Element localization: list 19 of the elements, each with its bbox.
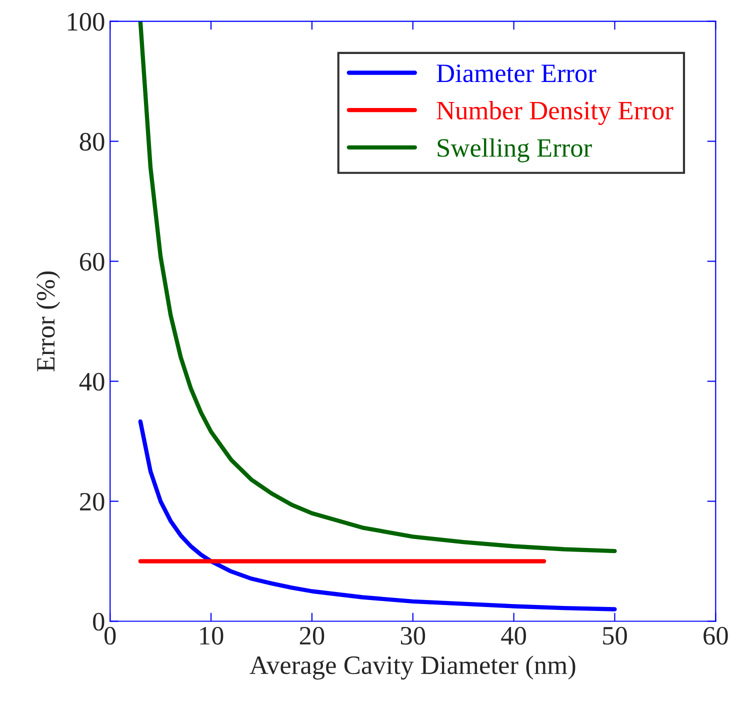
x-tick-label: 0 — [104, 626, 116, 645]
y-tick-label: 60 — [80, 252, 104, 271]
legend-label: Number Density Error — [436, 100, 674, 125]
y-tick-label: 40 — [79, 372, 104, 391]
x-tick-label: 10 — [200, 626, 224, 645]
x-tick-label: 60 — [704, 626, 728, 645]
x-axis-title: Average Cavity Diameter (nm) — [250, 656, 576, 680]
line-series — [138, 21, 617, 554]
y-tick-label: 0 — [93, 612, 104, 631]
legend-label: Swelling Error — [438, 138, 592, 162]
legend-label: Diameter Error — [436, 64, 596, 82]
x-tick-label: 20 — [300, 626, 324, 645]
x-tick-label: 40 — [501, 626, 526, 645]
y-tick-label: 80 — [80, 132, 104, 151]
y-tick-label: 20 — [80, 492, 104, 511]
y-axis-title: Error (%) — [36, 272, 60, 372]
y-tick-label: 100 — [68, 12, 104, 31]
x-tick-label: 50 — [603, 626, 627, 645]
x-tick-label: 30 — [400, 626, 426, 645]
